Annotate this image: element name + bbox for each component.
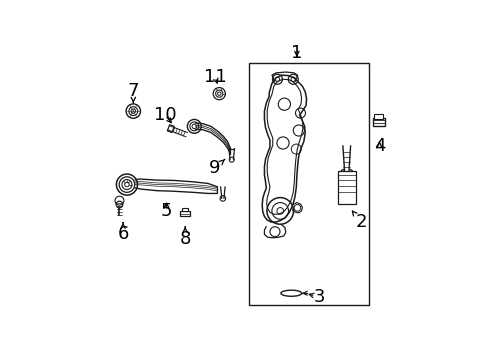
Text: 7: 7 xyxy=(127,82,139,103)
Text: 10: 10 xyxy=(154,106,176,124)
Circle shape xyxy=(213,87,225,100)
Polygon shape xyxy=(343,147,350,171)
Bar xyxy=(338,171,356,204)
Bar xyxy=(374,114,383,118)
Circle shape xyxy=(116,201,123,208)
Bar xyxy=(372,118,385,126)
Circle shape xyxy=(339,168,355,184)
Text: 3: 3 xyxy=(313,288,325,306)
Circle shape xyxy=(117,174,138,195)
Bar xyxy=(249,63,369,305)
Text: 4: 4 xyxy=(374,137,385,155)
Text: 5: 5 xyxy=(161,202,172,220)
Text: 9: 9 xyxy=(209,159,225,177)
Polygon shape xyxy=(220,187,225,198)
Text: 11: 11 xyxy=(204,68,226,86)
Bar xyxy=(180,211,190,216)
Polygon shape xyxy=(168,125,174,132)
Text: 8: 8 xyxy=(179,227,191,248)
Circle shape xyxy=(187,120,201,133)
Bar xyxy=(182,208,189,211)
Text: 2: 2 xyxy=(352,211,367,231)
Circle shape xyxy=(126,104,141,118)
Text: 6: 6 xyxy=(118,223,129,243)
Text: 1: 1 xyxy=(291,44,302,62)
Polygon shape xyxy=(229,149,235,159)
